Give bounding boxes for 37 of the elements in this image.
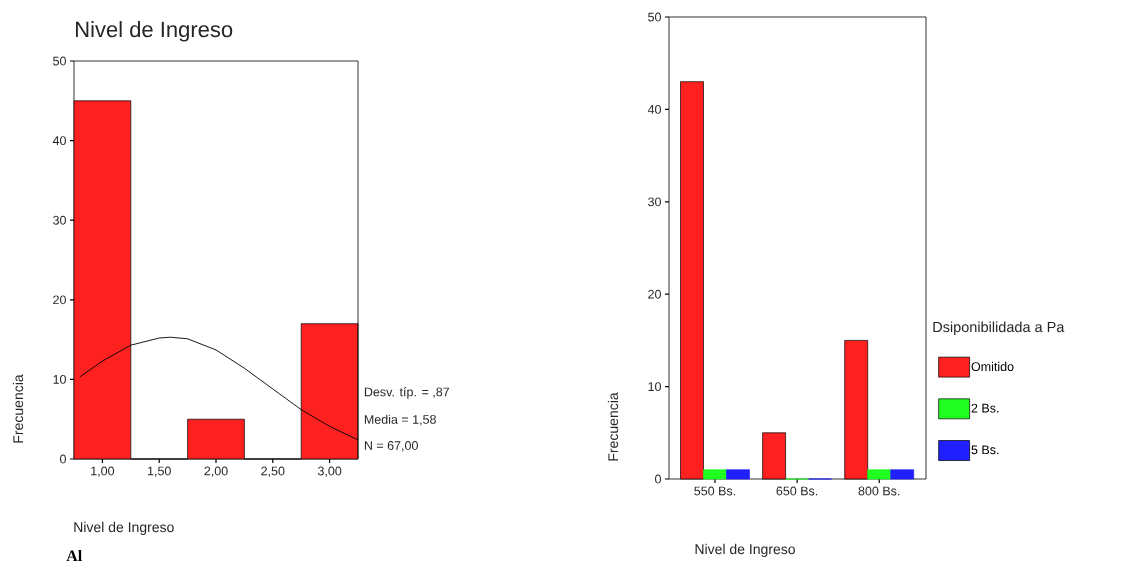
x-axis-title: Nivel de Ingreso	[695, 543, 795, 557]
bar	[703, 469, 727, 480]
x-tick-label: 2,00	[204, 466, 228, 477]
bar	[726, 469, 750, 480]
legend-label: 2 Bs.	[971, 403, 999, 413]
x-tick-label: 1,50	[147, 466, 171, 477]
y-tick-label: 50	[53, 56, 66, 66]
text: Al	[66, 549, 82, 561]
y-tick-label: 20	[648, 289, 661, 299]
y-axis-title: Frecuencia	[12, 374, 24, 443]
x-tick-label: 550 Bs.	[694, 486, 736, 496]
x-axis-title: Nivel de Ingreso	[74, 521, 174, 535]
y-tick-label: 40	[647, 104, 661, 114]
x-tick-label: 3,00	[317, 466, 342, 477]
legend-title: Dsiponibilidada a Pa	[933, 321, 1065, 336]
y-tick-label: 50	[648, 12, 661, 22]
chart-title: Nivel de Ingreso	[76, 21, 233, 42]
bar	[867, 469, 892, 480]
x-tick-label: 1,00	[91, 466, 115, 477]
y-tick-label: 0	[655, 474, 661, 484]
y-axis-title: Frecuencia	[607, 392, 619, 461]
text: N = 67,00	[364, 441, 418, 452]
y-tick-label: 30	[53, 215, 66, 225]
bar	[890, 469, 915, 480]
y-tick-label: 0	[60, 454, 66, 464]
text: Desv. típ. = ,87	[364, 387, 450, 399]
y-tick-label: 40	[52, 136, 66, 146]
legend-label: Omitido	[971, 361, 1014, 372]
y-tick-label: 10	[648, 382, 661, 392]
y-tick-label: 10	[53, 374, 66, 384]
x-tick-label: 2,50	[261, 466, 285, 477]
legend-label: 5 Bs.	[971, 445, 999, 455]
text: Media = 1,58	[364, 414, 436, 426]
x-tick-label: 650 Bs.	[776, 486, 818, 496]
y-tick-label: 20	[53, 295, 66, 305]
y-tick-label: 30	[648, 197, 661, 207]
x-tick-label: 800 Bs.	[858, 486, 900, 496]
